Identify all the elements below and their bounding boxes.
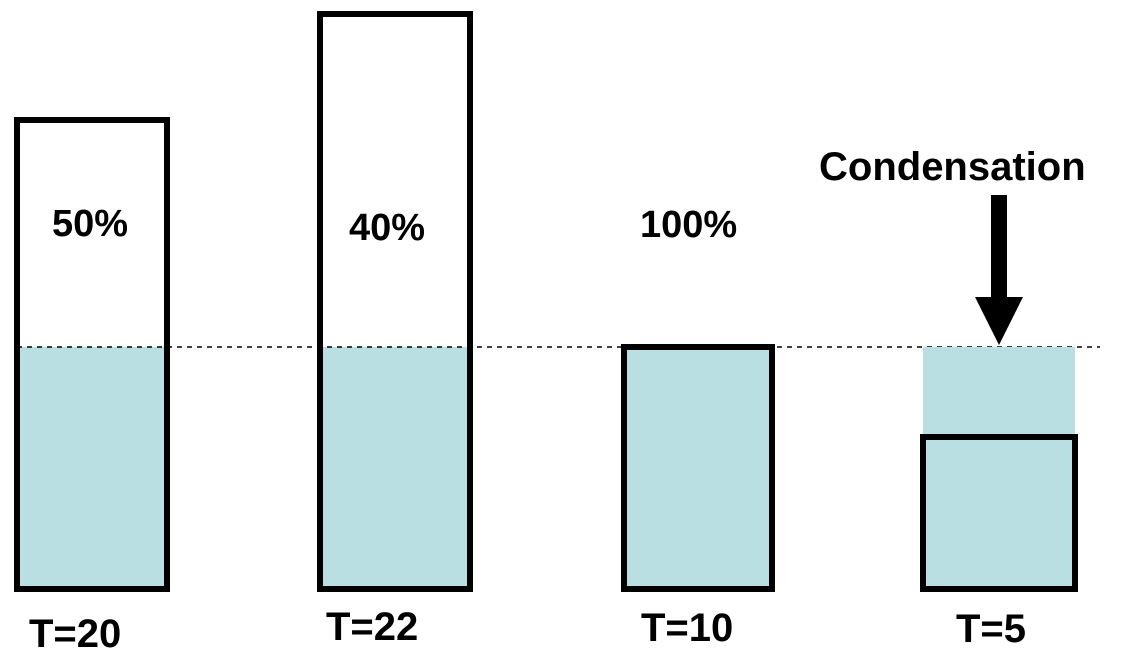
container-4-excess-water: [923, 347, 1075, 439]
container-2: [317, 11, 473, 592]
arrow-down-icon: [975, 195, 1023, 345]
container-1: [14, 117, 170, 592]
container-2-outline: [317, 11, 473, 592]
container-4-water: [923, 437, 1075, 589]
container-2-water: [320, 347, 470, 589]
container-4-outline: [920, 434, 1078, 592]
container-2-temperature-label: T=22: [326, 605, 418, 649]
container-1-outline: [14, 117, 170, 592]
container-3: [621, 344, 775, 592]
container-4-temperature-label: T=5: [956, 607, 1026, 651]
condensation-label: Condensation: [819, 145, 1086, 189]
container-1-temperature-label: T=20: [29, 612, 121, 652]
container-3-humidity-label: 100%: [640, 204, 737, 246]
container-1-water: [17, 347, 167, 589]
container-2-humidity-label: 40%: [349, 207, 425, 249]
container-3-temperature-label: T=10: [641, 606, 733, 650]
container-3-water: [624, 347, 772, 589]
container-4: [920, 347, 1078, 592]
container-3-outline: [621, 344, 775, 592]
container-1-humidity-label: 50%: [52, 203, 128, 245]
